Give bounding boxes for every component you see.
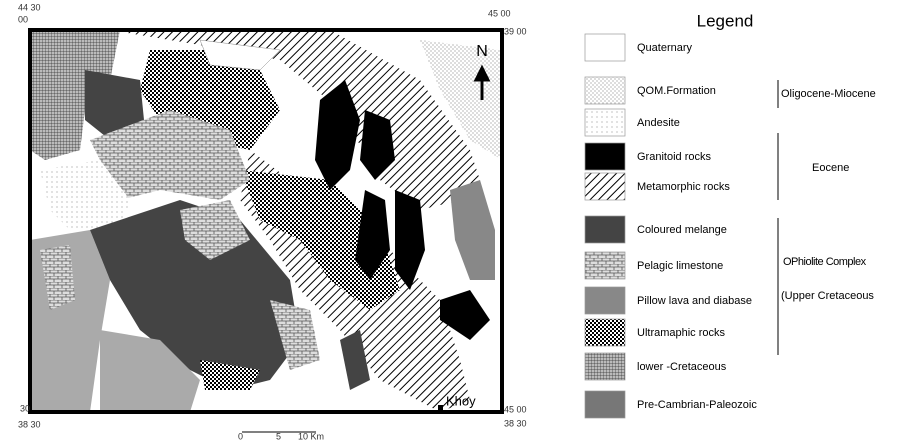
legend-title: Legend bbox=[697, 11, 754, 30]
coord-label: 44 30 bbox=[18, 2, 41, 12]
scale-label: 0 bbox=[238, 431, 243, 441]
legend-item-label: Granitoid rocks bbox=[637, 151, 711, 163]
legend-item-label: Coloured melange bbox=[637, 224, 727, 236]
legend-item-label: Metamorphic rocks bbox=[637, 181, 730, 193]
legend-item-label: Andesite bbox=[637, 117, 680, 129]
legend-swatch bbox=[585, 173, 625, 200]
group-label: OPhiolite Complex bbox=[783, 256, 867, 268]
legend-item-label: Pre-Cambrian-Paleozoic bbox=[637, 399, 757, 411]
group-label: (Upper Cretaceous bbox=[781, 290, 874, 302]
legend-swatch bbox=[585, 109, 625, 136]
coord-label: 45 00 bbox=[504, 404, 527, 414]
north-label: N bbox=[476, 43, 488, 60]
legend-swatch bbox=[585, 216, 625, 243]
legend-swatch bbox=[585, 353, 625, 380]
legend-swatch bbox=[585, 143, 625, 170]
scale-label: 5 bbox=[276, 431, 281, 441]
legend-item-label: Pelagic limestone bbox=[637, 260, 723, 272]
legend-swatch bbox=[585, 319, 625, 346]
page: N Khoy 44 30 00 45 00 39 00 30 38 30 45 … bbox=[0, 0, 909, 442]
coord-label: 00 bbox=[18, 14, 28, 24]
coord-label: 39 00 bbox=[504, 26, 527, 36]
legend-swatch bbox=[585, 77, 625, 104]
group-label: Eocene bbox=[812, 162, 849, 174]
group-label: Oligocene-Miocene bbox=[781, 88, 876, 100]
coord-label: 30 bbox=[20, 403, 30, 413]
town-marker bbox=[438, 405, 443, 410]
scale-label: 10 Km bbox=[298, 431, 324, 441]
coord-label: 45 00 bbox=[488, 8, 511, 18]
legend-item-label: Pillow lava and diabase bbox=[637, 295, 752, 307]
coord-label: 38 30 bbox=[18, 419, 41, 429]
legend-swatch bbox=[585, 391, 625, 418]
legend: Legend Oligocene-Miocene Eocene OPhiolit… bbox=[585, 11, 876, 418]
map: N Khoy 44 30 00 45 00 39 00 30 38 30 45 … bbox=[18, 2, 527, 441]
legend-swatch bbox=[585, 252, 625, 279]
legend-item-label: QOM.Formation bbox=[637, 85, 716, 97]
legend-item-label: Ultramaphic rocks bbox=[637, 327, 726, 339]
coord-label: 38 30 bbox=[504, 418, 527, 428]
legend-swatch bbox=[585, 34, 625, 61]
town-label: Khoy bbox=[446, 393, 476, 408]
legend-item-label: Quaternary bbox=[637, 42, 693, 54]
legend-swatch bbox=[585, 287, 625, 314]
legend-item-label: lower -Cretaceous bbox=[637, 361, 727, 373]
